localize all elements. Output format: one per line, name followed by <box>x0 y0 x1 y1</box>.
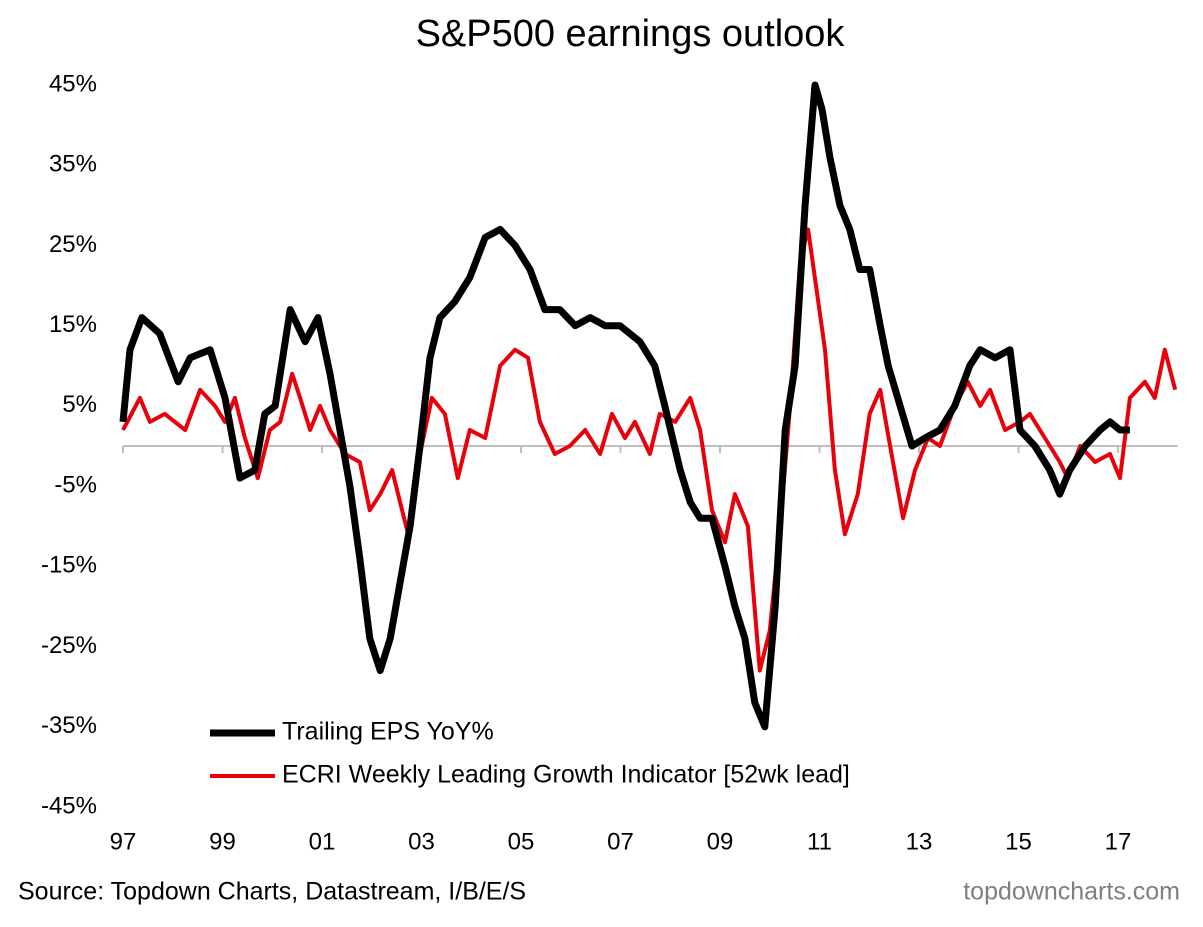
y-tick-label: -25% <box>41 632 97 659</box>
source: Source: Topdown Charts, Datastream, I/B/… <box>18 878 526 906</box>
x-tick-label: 05 <box>508 828 535 855</box>
x-tick-label: 17 <box>1105 828 1132 855</box>
series-line <box>121 227 1178 673</box>
y-tick-label: 25% <box>49 231 97 258</box>
x-tick-label: 01 <box>309 828 336 855</box>
series-line <box>119 81 1130 731</box>
watermark: topdowncharts.com <box>963 878 1180 906</box>
y-tick-label: 15% <box>49 311 97 338</box>
y-tick-label: 45% <box>49 70 97 97</box>
x-tick-label: 09 <box>707 828 734 855</box>
chart-title: S&P500 earnings outlook <box>416 13 846 55</box>
legend-label: Trailing EPS YoY% <box>282 718 494 746</box>
y-tick-label: -5% <box>54 471 97 498</box>
x-tick-label: 03 <box>408 828 435 855</box>
x-tick-label: 11 <box>807 828 832 855</box>
x-tick-label: 97 <box>110 828 137 855</box>
y-tick-label: -15% <box>41 552 97 579</box>
x-tick-label: 99 <box>209 828 236 855</box>
x-tick-label: 07 <box>607 828 634 855</box>
x-tick-label: 15 <box>1005 828 1032 855</box>
x-tick-label: 13 <box>906 828 933 855</box>
y-tick-label: -35% <box>41 712 97 739</box>
y-tick-label: -45% <box>41 792 97 819</box>
legend-label: ECRI Weekly Leading Growth Indicator [52… <box>282 761 850 789</box>
y-tick-label: 5% <box>62 391 97 418</box>
y-tick-label: 35% <box>49 151 97 178</box>
